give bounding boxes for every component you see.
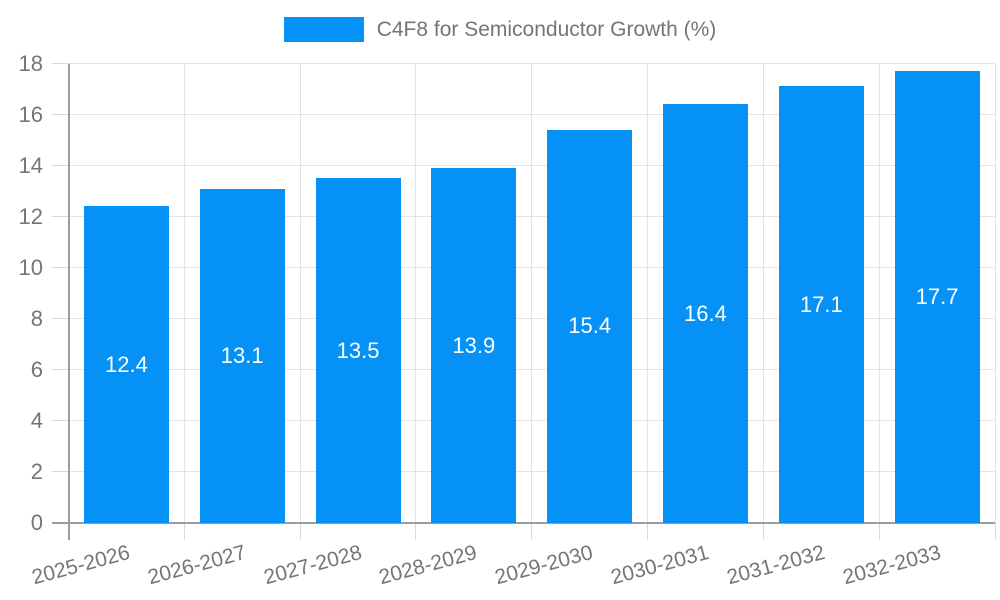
x-tick-label: 2028-2029: [376, 541, 480, 590]
bar-value-label: 12.4: [104, 351, 148, 377]
y-tick-mark: [52, 267, 69, 269]
x-tick-label: 2025-2026: [29, 541, 133, 590]
bar-value-label: 15.4: [568, 313, 612, 339]
x-tick-label: 2026-2027: [145, 541, 249, 590]
v-gridline: [183, 63, 185, 523]
v-gridline: [415, 63, 417, 523]
v-gridline: [762, 63, 764, 523]
y-tick-label: 10: [18, 254, 43, 280]
legend-swatch-icon: [283, 17, 364, 42]
bar[interactable]: 17.7: [894, 71, 980, 523]
y-tick-mark: [52, 471, 69, 473]
y-tick-mark: [52, 165, 69, 167]
y-tick-label: 18: [18, 50, 43, 76]
x-tick-mark: [762, 523, 764, 540]
y-tick-mark: [52, 114, 69, 116]
bar[interactable]: 15.4: [547, 129, 633, 523]
y-tick-mark: [52, 420, 69, 422]
v-gridline: [531, 63, 533, 523]
x-tick-label: 2032-2033: [840, 541, 944, 590]
bar-value-label: 13.1: [220, 342, 264, 368]
y-tick-label: 0: [30, 510, 43, 535]
y-tick-label: 8: [30, 305, 43, 331]
y-axis-line: [67, 63, 70, 540]
v-gridline: [878, 63, 880, 523]
bar[interactable]: 13.5: [315, 178, 401, 523]
y-tick-label: 6: [30, 356, 43, 382]
bar-value-label: 16.4: [684, 300, 727, 326]
x-tick-mark: [878, 523, 880, 540]
x-tick-mark: [415, 523, 417, 540]
x-tick-label: 2030-2031: [608, 541, 712, 590]
bar[interactable]: 12.4: [83, 206, 169, 523]
x-tick-label: 2027-2028: [261, 541, 364, 590]
bar[interactable]: 17.1: [778, 86, 864, 523]
bar-value-label: 17.7: [915, 284, 959, 310]
x-tick-mark: [299, 523, 301, 540]
y-tick-label: 16: [18, 101, 43, 127]
x-axis-line: [52, 522, 995, 524]
bar[interactable]: 16.4: [662, 104, 748, 523]
legend-label: C4F8 for Semiconductor Growth (%): [376, 17, 717, 41]
y-tick-label: 4: [30, 407, 43, 433]
x-tick-mark: [183, 523, 185, 540]
legend[interactable]: C4F8 for Semiconductor Growth (%): [0, 17, 1000, 42]
y-tick-mark: [52, 318, 69, 320]
y-tick-mark: [52, 63, 69, 64]
bar[interactable]: 13.1: [199, 188, 285, 523]
bar-value-label: 17.1: [799, 291, 843, 317]
bar[interactable]: 13.9: [431, 168, 517, 523]
y-tick-mark: [52, 369, 69, 371]
bar-value-label: 13.9: [452, 332, 496, 358]
v-gridline: [647, 63, 649, 523]
x-tick-mark: [647, 523, 649, 540]
y-tick-label: 2: [30, 458, 43, 484]
x-tick-mark: [994, 523, 996, 540]
y-tick-label: 12: [18, 203, 43, 229]
x-tick-label: 2031-2032: [724, 541, 828, 590]
v-gridline: [994, 63, 996, 523]
y-tick-label: 14: [18, 152, 43, 178]
x-tick-mark: [531, 523, 533, 540]
bar-value-label: 13.5: [336, 337, 380, 363]
y-tick-mark: [52, 216, 69, 218]
x-tick-label: 2029-2030: [492, 541, 596, 590]
v-gridline: [299, 63, 301, 523]
